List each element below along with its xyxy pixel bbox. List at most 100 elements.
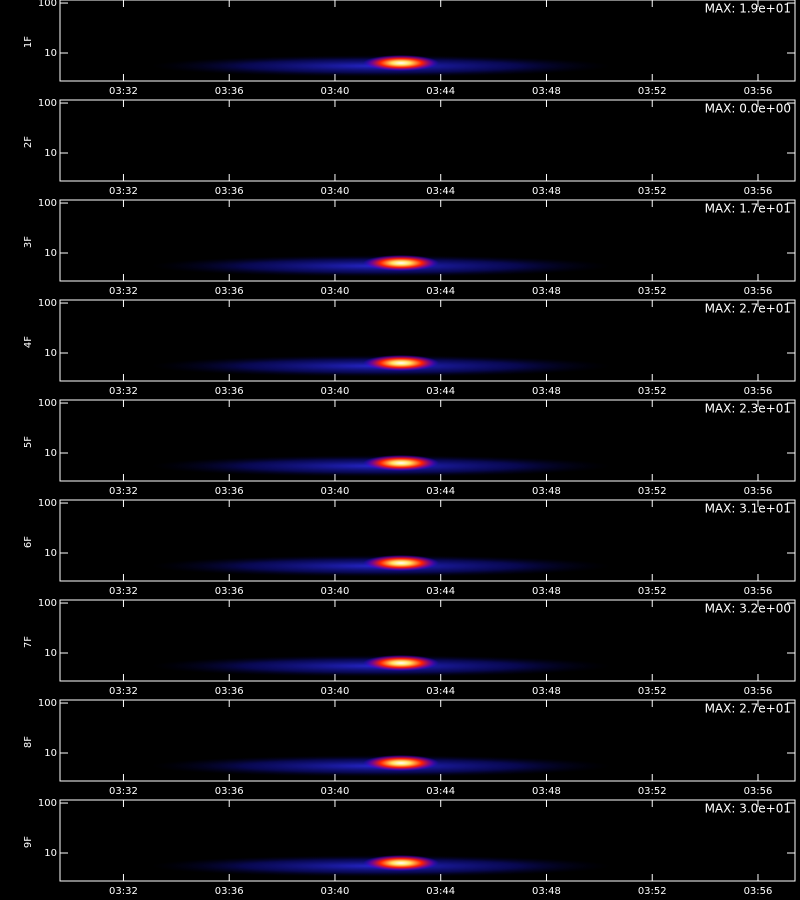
x-tick-label: 03:44: [426, 686, 455, 697]
x-tick-label: 03:56: [744, 286, 773, 297]
x-tick-label: 03:52: [638, 686, 667, 697]
x-tick-label: 03:52: [638, 786, 667, 797]
x-tick-label: 03:56: [744, 886, 773, 897]
x-tick-label: 03:48: [532, 586, 561, 597]
y-tick-label: 100: [38, 698, 57, 709]
blob-core: [363, 455, 440, 471]
x-tick-label: 03:32: [109, 686, 138, 697]
y-axis-label: 9F: [23, 836, 34, 848]
x-tick-label: 03:44: [426, 286, 455, 297]
x-tick-label: 03:52: [638, 286, 667, 297]
y-axis-label: 1F: [23, 36, 34, 48]
x-tick-label: 03:52: [638, 86, 667, 97]
x-tick-label: 03:32: [109, 186, 138, 197]
y-tick-label: 10: [44, 848, 57, 859]
x-tick-label: 03:36: [215, 786, 244, 797]
y-axis-label: 5F: [23, 436, 34, 448]
x-tick-label: 03:40: [321, 686, 350, 697]
frame: [59, 0, 796, 82]
x-tick-label: 03:56: [744, 686, 773, 697]
blob-core: [363, 755, 440, 771]
x-tick-label: 03:44: [426, 886, 455, 897]
x-tick-label: 03:48: [532, 686, 561, 697]
x-tick-label: 03:40: [321, 286, 350, 297]
x-tick-label: 03:56: [744, 786, 773, 797]
x-tick-label: 03:44: [426, 386, 455, 397]
x-tick-label: 03:40: [321, 786, 350, 797]
x-tick-label: 03:32: [109, 886, 138, 897]
x-tick-label: 03:52: [638, 886, 667, 897]
x-tick-label: 03:48: [532, 886, 561, 897]
x-tick-label: 03:56: [744, 86, 773, 97]
x-tick-label: 03:48: [532, 86, 561, 97]
x-tick-label: 03:48: [532, 386, 561, 397]
x-tick-label: 03:36: [215, 186, 244, 197]
y-axis-label: 6F: [23, 536, 34, 548]
x-tick-label: 03:44: [426, 186, 455, 197]
x-tick-label: 03:40: [321, 886, 350, 897]
panel: 10 100 03:32 03:36 03:40 03:44 03:48 03:52 03:56…: [23, 98, 796, 197]
x-tick-label: 03:36: [215, 586, 244, 597]
frame: [59, 299, 796, 382]
panel: 10 100 03:32 03:36 03:40 03:44 03:48 03:52 03:56…: [23, 298, 796, 397]
panel: 10 100 03:32 03:36 03:40 03:44 03:48 03:52 03:56…: [23, 0, 796, 97]
spectral-blob: [151, 655, 612, 677]
blob-core: [363, 855, 440, 871]
blob-core: [363, 655, 440, 671]
y-tick-label: 10: [44, 748, 57, 759]
max-annotation: MAX: 2.3e+01: [705, 402, 791, 416]
max-annotation: MAX: 2.7e+01: [705, 702, 791, 716]
max-annotation: MAX: 2.7e+01: [705, 302, 791, 316]
x-tick-label: 03:44: [426, 86, 455, 97]
y-tick-label: 10: [44, 548, 57, 559]
x-tick-label: 03:40: [321, 386, 350, 397]
y-tick-label: 100: [38, 398, 57, 409]
x-tick-label: 03:32: [109, 286, 138, 297]
frame: [59, 99, 796, 182]
y-axis-label: 2F: [23, 136, 34, 148]
y-tick-label: 100: [38, 198, 57, 209]
blob-core: [363, 355, 440, 371]
max-annotation: MAX: 3.1e+01: [705, 502, 791, 516]
panel: 10 100 03:32 03:36 03:40 03:44 03:48 03:52 03:56…: [23, 398, 796, 497]
y-axis-label: 7F: [23, 636, 34, 648]
frame: [59, 799, 796, 882]
x-tick-label: 03:36: [215, 86, 244, 97]
y-tick-label: 100: [38, 298, 57, 309]
y-axis-label: 3F: [23, 236, 34, 248]
y-tick-label: 100: [38, 598, 57, 609]
x-tick-label: 03:48: [532, 786, 561, 797]
x-tick-label: 03:44: [426, 786, 455, 797]
spectral-blob: [151, 555, 612, 577]
x-tick-label: 03:32: [109, 486, 138, 497]
frame: [59, 399, 796, 482]
max-annotation: MAX: 0.0e+00: [705, 102, 791, 116]
spectral-blob: [151, 455, 612, 477]
max-annotation: MAX: 3.2e+00: [705, 602, 791, 616]
spectral-blob: [151, 755, 612, 777]
y-tick-label: 10: [44, 348, 57, 359]
x-tick-label: 03:52: [638, 186, 667, 197]
y-tick-label: 10: [44, 248, 57, 259]
x-tick-label: 03:36: [215, 886, 244, 897]
x-tick-label: 03:52: [638, 386, 667, 397]
spectral-blob: [151, 55, 612, 77]
x-tick-label: 03:44: [426, 486, 455, 497]
x-tick-label: 03:40: [321, 586, 350, 597]
x-tick-label: 03:32: [109, 86, 138, 97]
max-annotation: MAX: 1.7e+01: [705, 202, 791, 216]
y-axis-label: 8F: [23, 736, 34, 748]
x-tick-label: 03:56: [744, 186, 773, 197]
x-tick-label: 03:36: [215, 486, 244, 497]
x-tick-label: 03:48: [532, 186, 561, 197]
x-tick-label: 03:32: [109, 586, 138, 597]
x-tick-label: 03:56: [744, 486, 773, 497]
x-tick-label: 03:56: [744, 586, 773, 597]
x-tick-label: 03:32: [109, 786, 138, 797]
y-tick-label: 100: [38, 0, 57, 9]
max-annotation: MAX: 3.0e+01: [705, 802, 791, 816]
x-tick-label: 03:36: [215, 286, 244, 297]
x-tick-label: 03:56: [744, 386, 773, 397]
x-tick-label: 03:48: [532, 286, 561, 297]
y-tick-label: 10: [44, 648, 57, 659]
